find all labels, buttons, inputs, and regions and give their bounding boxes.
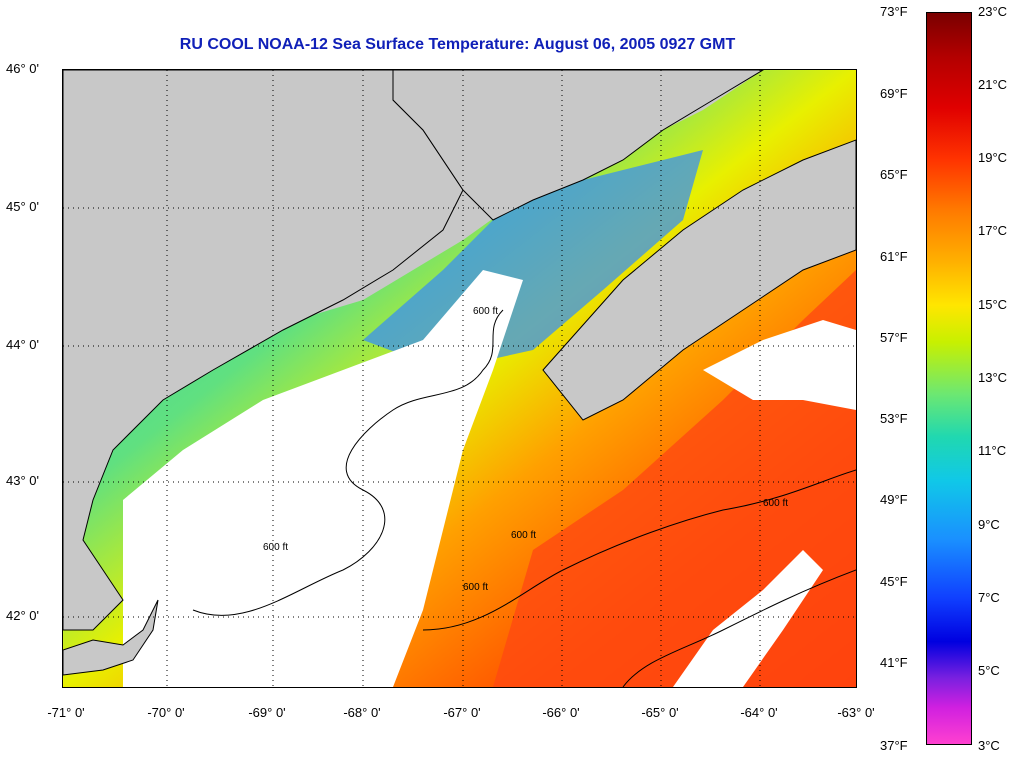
- land-nova-scotia: [542, 139, 856, 421]
- lat-label-43: 43° 0': [6, 473, 39, 488]
- contour-label: 600 ft: [473, 306, 498, 317]
- lon-label-69: -69° 0': [248, 705, 286, 720]
- lon-label-68: -68° 0': [343, 705, 381, 720]
- cloud-cover: [703, 320, 856, 410]
- contour-label: 600 ft: [511, 530, 536, 541]
- map-title: RU COOL NOAA-12 Sea Surface Temperature:…: [179, 36, 736, 53]
- lon-label-63: -63° 0': [837, 705, 875, 720]
- lon-label-64: -64° 0': [740, 705, 778, 720]
- lat-label-46: 46° 0': [6, 61, 39, 76]
- sst-map: 600 ft 600 ft 600 ft 600 ft 600 ft: [62, 69, 857, 688]
- colorbar-f-label: 41°F: [880, 655, 908, 670]
- colorbar-c-label: 13°C: [978, 370, 1008, 385]
- colorbar-c-label: 7°C: [978, 590, 1000, 605]
- lat-label-44: 44° 0': [6, 337, 39, 352]
- colorbar-f-label: 73°F: [880, 4, 908, 19]
- temperature-colorbar: [926, 12, 972, 745]
- depth-contour: [192, 309, 856, 687]
- colorbar-f-label: 49°F: [880, 492, 908, 507]
- colorbar-f-label: 57°F: [880, 330, 908, 345]
- colorbar-f-label: 37°F: [880, 738, 908, 753]
- colorbar-c-label: 15°C: [978, 297, 1008, 312]
- colorbar-c-label: 11°C: [978, 443, 1007, 458]
- lat-label-42: 42° 0': [6, 608, 39, 623]
- colorbar-c-label: 17°C: [978, 223, 1008, 238]
- colorbar-f-label: 53°F: [880, 411, 908, 426]
- colorbar-f-label: 61°F: [880, 249, 908, 264]
- lon-label-66: -66° 0': [542, 705, 580, 720]
- sst-map-graphic: 600 ft 600 ft 600 ft 600 ft 600 ft: [63, 70, 856, 687]
- graticule: [63, 70, 856, 687]
- colorbar-f-label: 45°F: [880, 574, 908, 589]
- lon-label-71: -71° 0': [47, 705, 85, 720]
- contour-label: 600 ft: [263, 542, 288, 553]
- land-new-brunswick: [392, 70, 764, 221]
- contour-label: 600 ft: [763, 498, 788, 509]
- colorbar-c-label: 23°C: [978, 4, 1008, 19]
- lat-label-45: 45° 0': [6, 199, 39, 214]
- colorbar-c-label: 21°C: [978, 77, 1008, 92]
- colorbar-c-label: 3°C: [978, 738, 1000, 753]
- cloud-cover: [123, 270, 523, 687]
- cloud-cover: [673, 550, 823, 687]
- land-cape-cod: [63, 599, 159, 676]
- colorbar-c-label: 19°C: [978, 150, 1008, 165]
- colorbar-f-label: 65°F: [880, 167, 908, 182]
- lon-label-67: -67° 0': [443, 705, 481, 720]
- colorbar-c-label: 5°C: [978, 663, 1000, 678]
- colorbar-c-label: 9°C: [978, 517, 1000, 532]
- colorbar-f-label: 69°F: [880, 86, 908, 101]
- contour-label: 600 ft: [463, 582, 488, 593]
- lon-label-70: -70° 0': [147, 705, 185, 720]
- lon-label-65: -65° 0': [641, 705, 679, 720]
